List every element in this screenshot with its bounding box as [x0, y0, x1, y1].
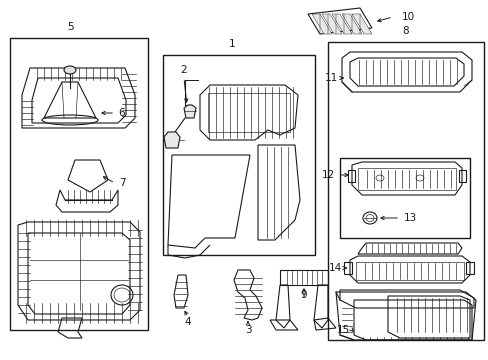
Text: 11: 11 [324, 73, 337, 83]
Text: 2: 2 [181, 65, 187, 75]
Text: 5: 5 [66, 22, 73, 32]
Ellipse shape [64, 66, 76, 74]
Text: 13: 13 [403, 213, 416, 223]
Bar [280, 270, 327, 285]
Bar [207, 93, 289, 132]
Bar [163, 55, 314, 255]
Text: 3: 3 [244, 325, 251, 335]
Bar [355, 262, 463, 280]
Polygon shape [341, 14, 361, 34]
Polygon shape [331, 14, 351, 34]
Bar [10, 38, 148, 330]
Text: 6: 6 [119, 108, 125, 118]
Text: 10: 10 [401, 12, 414, 22]
Text: 12: 12 [321, 170, 334, 180]
Bar [327, 42, 483, 340]
Bar [357, 168, 455, 190]
Text: 4: 4 [184, 317, 191, 327]
Bar [339, 158, 469, 238]
Text: 7: 7 [119, 178, 125, 188]
Text: 8: 8 [402, 26, 408, 36]
Text: 1: 1 [228, 39, 235, 49]
Text: 14: 14 [328, 263, 341, 273]
Polygon shape [321, 14, 341, 34]
Polygon shape [351, 14, 371, 34]
Text: 15: 15 [336, 325, 349, 335]
Polygon shape [311, 14, 331, 34]
Polygon shape [183, 105, 196, 118]
Text: 9: 9 [300, 290, 306, 300]
Polygon shape [163, 132, 180, 148]
